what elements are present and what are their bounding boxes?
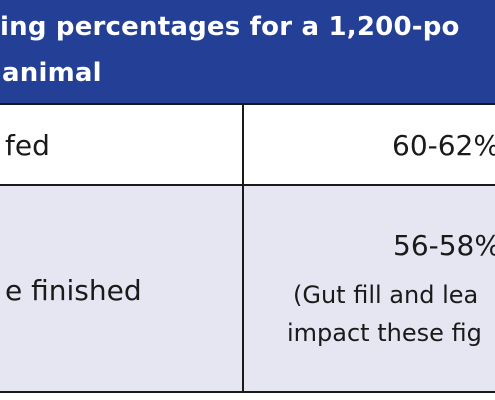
row-value-fed: 60-62% xyxy=(392,129,495,162)
row-label-finished: e finished xyxy=(5,274,142,307)
row-note-line-1: (Gut fill and lea xyxy=(293,281,479,309)
grid-line-vertical xyxy=(242,103,244,393)
grid-line-bottom xyxy=(0,391,495,393)
grid-line-middle xyxy=(0,184,495,186)
table-row-finished: e finished 56-58% (Gut fill and lea impa… xyxy=(0,185,495,392)
header-title-line-1: ing percentages for a 1,200-po xyxy=(0,12,460,42)
grid-line-top xyxy=(0,103,495,105)
table-header: ing percentages for a 1,200-po animal xyxy=(0,0,495,103)
header-title-line-2: animal xyxy=(2,58,102,88)
row-note-line-2: impact these fig xyxy=(287,319,482,347)
row-label-fed: fed xyxy=(5,129,50,162)
table-row-fed: fed 60-62% xyxy=(0,103,495,185)
row-value-finished: 56-58% xyxy=(393,229,495,262)
